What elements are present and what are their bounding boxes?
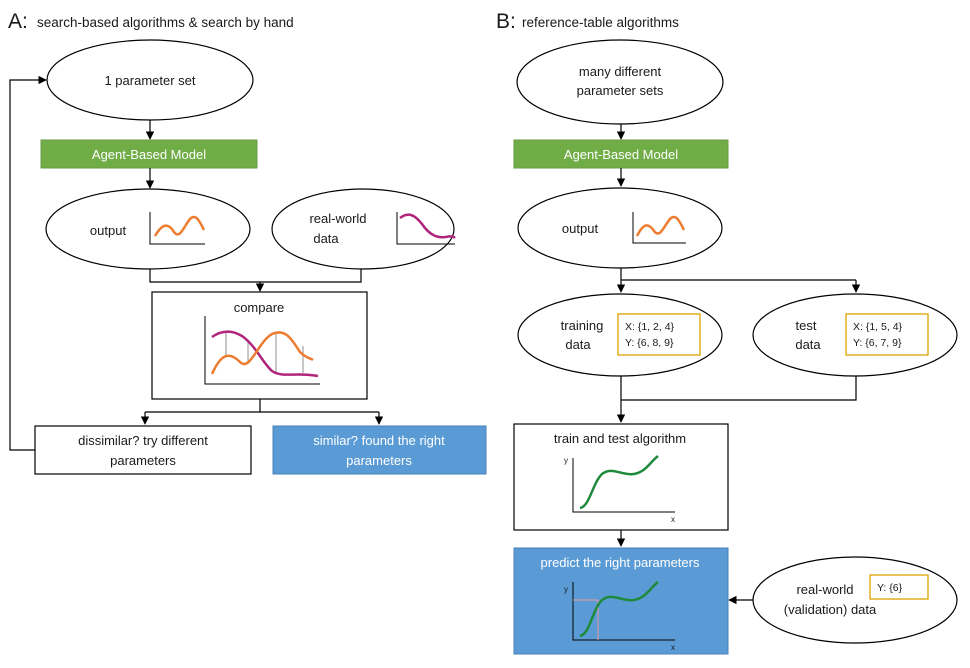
panel-a: A: search-based algorithms & search by h…	[8, 10, 487, 475]
output-ellipse-b	[517, 187, 723, 269]
validation-y-values: Y: {6}	[877, 582, 903, 594]
similar-label-1: similar? found the right	[313, 433, 445, 448]
realworld-label-1: real-world	[309, 211, 366, 226]
validation-values-box	[869, 574, 929, 600]
train-test-y-label: y	[564, 456, 568, 465]
train-test-chart: y x	[564, 455, 675, 524]
test-join	[621, 376, 857, 401]
predict-x-label: x	[671, 643, 675, 652]
similar-box	[272, 425, 487, 475]
training-y-values: Y: {6, 8, 9}	[625, 337, 674, 349]
compare-realworld-curve	[211, 330, 319, 378]
model-label-b: Agent-Based Model	[564, 147, 678, 162]
predict-curve	[579, 581, 659, 638]
training-label-1: training	[561, 318, 604, 333]
train-test-curve	[579, 455, 659, 510]
compare-chart	[204, 316, 320, 385]
train-test-label: train and test algorithm	[554, 431, 686, 446]
dissimilar-label-1: dissimilar? try different	[78, 433, 208, 448]
realworld-curve	[399, 213, 456, 239]
output-curve-a	[153, 215, 206, 237]
parameter-set-label: 1 parameter set	[104, 73, 195, 88]
predict-label: predict the right parameters	[541, 555, 700, 570]
training-label-2: data	[565, 337, 591, 352]
panel-b-title: reference-table algorithms	[522, 15, 679, 30]
parameter-sets-label-2: parameter sets	[577, 83, 664, 98]
panel-b: B: reference-table algorithms many diffe…	[496, 10, 958, 655]
realworld-ellipse	[271, 188, 455, 270]
panel-a-title: search-based algorithms & search by hand	[37, 15, 294, 30]
join-output-realworld	[149, 269, 362, 283]
panel-a-letter: A:	[8, 10, 28, 33]
feedback-loop-arrow	[9, 75, 47, 451]
model-box-b	[513, 139, 729, 169]
test-values-box	[845, 313, 929, 356]
training-x-values: X: {1, 2, 4}	[625, 321, 675, 333]
validation-ellipse	[752, 556, 958, 644]
panel-b-letter: B:	[496, 10, 516, 33]
dissimilar-box	[34, 425, 252, 475]
parameter-sets-label-1: many different	[579, 64, 662, 79]
test-y-values: Y: {6, 7, 9}	[853, 337, 902, 349]
train-test-x-label: x	[671, 515, 675, 524]
output-mini-chart-a	[149, 212, 206, 245]
dissimilar-label-2: parameters	[110, 453, 176, 468]
train-test-axes	[572, 458, 675, 513]
test-label-1: test	[796, 318, 817, 333]
model-label-a: Agent-Based Model	[92, 147, 206, 162]
output-mini-axes-a	[149, 212, 205, 245]
output-mini-chart-b	[632, 212, 686, 244]
model-box-a	[40, 139, 258, 169]
compare-axes	[204, 316, 320, 385]
predict-box	[513, 547, 729, 655]
output-label-b: output	[562, 221, 599, 236]
test-x-values: X: {1, 5, 4}	[853, 321, 903, 333]
parameter-sets-ellipse	[516, 39, 724, 125]
predict-axes	[572, 582, 675, 641]
test-label-2: data	[795, 337, 821, 352]
output-curve-b	[635, 215, 686, 237]
predict-y-label: y	[564, 585, 568, 594]
output-mini-axes-b	[632, 212, 686, 244]
realworld-label-2: data	[313, 231, 339, 246]
similar-label-2: parameters	[346, 453, 412, 468]
validation-label-2: (validation) data	[784, 602, 877, 617]
realworld-mini-chart	[396, 212, 456, 245]
predict-chart: y x	[564, 581, 675, 652]
validation-label-1: real-world	[796, 582, 853, 597]
compare-label: compare	[234, 300, 285, 315]
output-label-a: output	[90, 223, 127, 238]
training-values-box	[617, 313, 701, 356]
compare-output-curve	[210, 331, 314, 375]
output-ellipse-a	[45, 188, 251, 270]
realworld-mini-axes	[396, 212, 455, 245]
